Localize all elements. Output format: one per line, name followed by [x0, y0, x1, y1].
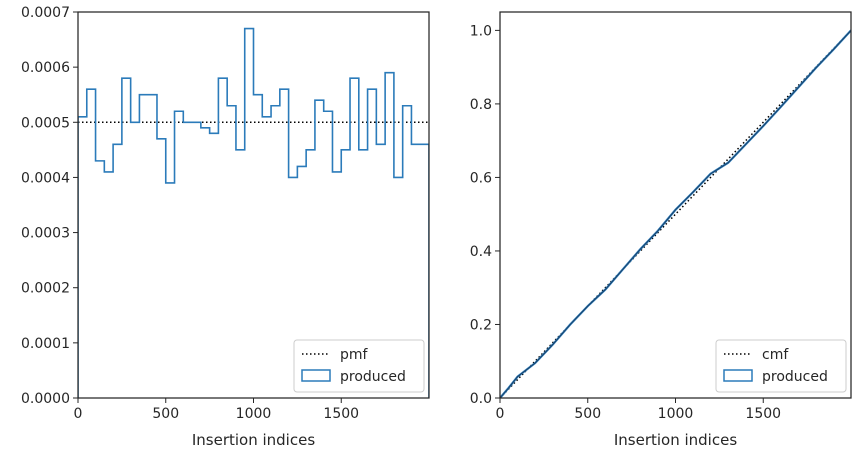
series-produced-step [78, 27, 429, 398]
y-tick-label: 0.0005 [21, 115, 70, 131]
legend-label: produced [340, 369, 406, 385]
legend: cmf produced [715, 339, 847, 393]
legend-label: produced [762, 369, 828, 385]
y-tick-label: 0.4 [470, 244, 492, 260]
y-tick-label: 0.0 [470, 391, 492, 407]
x-tick-label: 1500 [745, 406, 781, 422]
y-tick-label: 0.2 [470, 317, 492, 333]
plot-area [78, 27, 429, 398]
series-produced-edge [500, 30, 851, 398]
histogram-panel: 0 500 1000 1500 0.0000 0.0001 0.0002 0.0003 0.00… [21, 5, 430, 449]
y-tick-label: 0.0006 [21, 60, 70, 76]
legend-produced-swatch [301, 369, 331, 382]
y-tick-label: 0.0003 [21, 226, 70, 242]
x-tick-label: 1500 [323, 406, 359, 422]
legend-label: pmf [340, 347, 369, 363]
x-tick-label: 500 [574, 406, 601, 422]
plot-area [500, 29, 851, 398]
y-tick-label: 0.0004 [21, 170, 70, 186]
y-tick-label: 0.0002 [21, 281, 70, 297]
y-tick-label: 1.0 [470, 23, 492, 39]
y-tick-label: 0.8 [470, 97, 492, 113]
x-tick-label: 0 [74, 406, 83, 422]
y-tick-label: 0.0000 [21, 391, 70, 407]
y-tick-label: 0.0001 [21, 336, 70, 352]
x-tick-label: 0 [496, 406, 505, 422]
x-tick-label: 1000 [658, 406, 694, 422]
y-tick-label: 0.0007 [21, 5, 70, 21]
legend-box [715, 339, 847, 393]
legend-box [293, 339, 425, 393]
legend-label: cmf [762, 347, 789, 363]
cumulative-panel: 0 500 1000 1500 0.0 0.2 0.4 0.6 0.8 1.0 Insertion … [470, 11, 852, 449]
x-tick-label: 1000 [236, 406, 272, 422]
x-tick-label: 500 [152, 406, 179, 422]
x-axis-label: Insertion indices [192, 431, 315, 449]
y-tick-label: 0.6 [470, 170, 492, 186]
x-axis-label: Insertion indices [614, 431, 737, 449]
legend: pmf produced [293, 339, 425, 393]
legend-produced-swatch [723, 369, 753, 382]
